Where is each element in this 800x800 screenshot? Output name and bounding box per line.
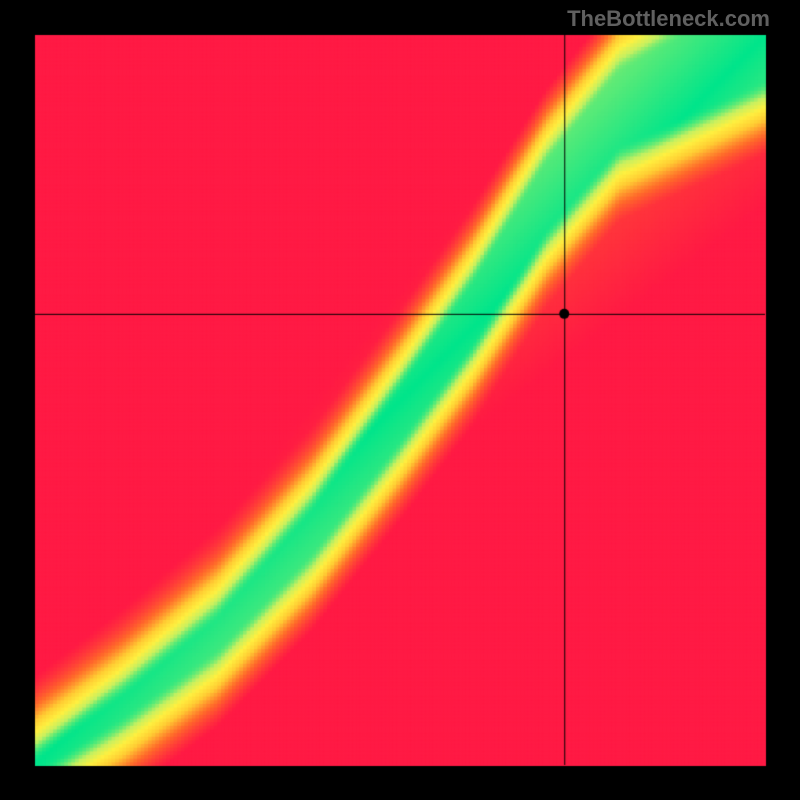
- watermark-text: TheBottleneck.com: [567, 6, 770, 32]
- bottleneck-heatmap: [0, 0, 800, 800]
- chart-container: TheBottleneck.com: [0, 0, 800, 800]
